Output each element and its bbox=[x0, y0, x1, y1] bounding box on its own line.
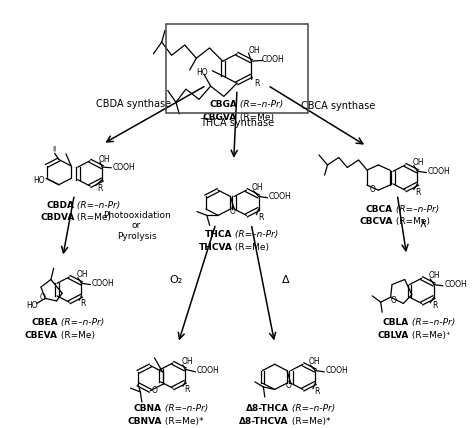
Text: (R=–n-Pr): (R=–n-Pr) bbox=[392, 205, 439, 214]
Text: (R=–n-Pr): (R=–n-Pr) bbox=[162, 404, 208, 413]
Text: COOH: COOH bbox=[92, 279, 115, 288]
Text: OH: OH bbox=[428, 271, 440, 280]
Text: COOH: COOH bbox=[444, 280, 467, 289]
Text: (R=Me)⁺: (R=Me)⁺ bbox=[409, 331, 451, 340]
Text: (R=Me): (R=Me) bbox=[237, 113, 274, 122]
Text: OH: OH bbox=[98, 155, 110, 164]
Text: Photooxidation
or
Pyrolysis: Photooxidation or Pyrolysis bbox=[103, 211, 171, 241]
Text: OH: OH bbox=[309, 357, 320, 366]
Text: R: R bbox=[415, 188, 420, 197]
Text: ||: || bbox=[53, 146, 57, 151]
Text: (R=–n-Pr): (R=–n-Pr) bbox=[237, 100, 283, 109]
Text: HO: HO bbox=[33, 176, 45, 185]
Text: COOH: COOH bbox=[112, 163, 135, 172]
Text: Δ8-THCA: Δ8-THCA bbox=[246, 404, 289, 413]
Text: COOH: COOH bbox=[197, 366, 219, 375]
Text: CBDVA: CBDVA bbox=[40, 213, 74, 222]
Text: COOH: COOH bbox=[326, 366, 348, 375]
Text: CBNA: CBNA bbox=[134, 404, 162, 413]
Text: (R=Me): (R=Me) bbox=[58, 331, 95, 340]
Text: CBDA: CBDA bbox=[46, 201, 74, 210]
Text: THCA synthase: THCA synthase bbox=[200, 118, 274, 128]
Text: CBLA: CBLA bbox=[383, 318, 409, 327]
Text: λ: λ bbox=[419, 219, 426, 229]
Text: (R=Me)*: (R=Me)* bbox=[289, 417, 330, 426]
Text: (R=–n-Pr): (R=–n-Pr) bbox=[74, 201, 121, 210]
Text: R: R bbox=[81, 299, 86, 308]
Text: R: R bbox=[314, 387, 320, 396]
Text: O: O bbox=[370, 185, 376, 194]
Text: HO: HO bbox=[27, 301, 38, 310]
Text: CBEVA: CBEVA bbox=[25, 331, 58, 340]
Text: CBCA synthase: CBCA synthase bbox=[301, 101, 375, 111]
Text: (R=Me): (R=Me) bbox=[232, 243, 269, 252]
Text: Δ: Δ bbox=[282, 275, 290, 285]
Text: COOH: COOH bbox=[428, 167, 450, 176]
Text: (R=Me): (R=Me) bbox=[74, 213, 111, 222]
Text: (R=–n-Pr): (R=–n-Pr) bbox=[232, 230, 279, 239]
Text: (R=–n-Pr): (R=–n-Pr) bbox=[409, 318, 455, 327]
Text: O₂: O₂ bbox=[170, 275, 183, 285]
Text: OH: OH bbox=[252, 183, 264, 192]
Text: R: R bbox=[184, 385, 190, 394]
Text: (R=–n-Pr): (R=–n-Pr) bbox=[289, 404, 335, 413]
Text: O: O bbox=[152, 386, 157, 395]
Text: OH: OH bbox=[412, 158, 424, 167]
Text: THCVA: THCVA bbox=[199, 243, 232, 252]
Text: (R=–n-Pr): (R=–n-Pr) bbox=[58, 318, 104, 327]
Text: Δ8-THCVA: Δ8-THCVA bbox=[239, 417, 289, 426]
Text: COOH: COOH bbox=[269, 192, 292, 201]
Text: CBGVA: CBGVA bbox=[203, 113, 237, 122]
Text: O: O bbox=[39, 293, 46, 302]
Text: R: R bbox=[432, 301, 437, 310]
Text: OH: OH bbox=[248, 46, 260, 55]
Text: CBDA synthase: CBDA synthase bbox=[96, 99, 171, 109]
Text: COOH: COOH bbox=[262, 55, 285, 64]
Text: CBLVA: CBLVA bbox=[378, 331, 409, 340]
Text: (R=Me): (R=Me) bbox=[392, 217, 429, 226]
Text: O: O bbox=[229, 207, 235, 216]
Text: R: R bbox=[258, 214, 263, 223]
Text: OH: OH bbox=[181, 357, 193, 366]
Text: O: O bbox=[391, 297, 396, 306]
Text: CBEA: CBEA bbox=[31, 318, 58, 327]
Text: O: O bbox=[286, 381, 292, 390]
Text: (R=Me)*: (R=Me)* bbox=[162, 417, 203, 426]
Text: OH: OH bbox=[76, 270, 88, 279]
Text: CBCVA: CBCVA bbox=[359, 217, 392, 226]
Text: CBGA: CBGA bbox=[209, 100, 237, 109]
Text: R: R bbox=[97, 184, 102, 193]
Text: CBCA: CBCA bbox=[365, 205, 392, 214]
Text: HO: HO bbox=[197, 68, 208, 77]
Text: THCA: THCA bbox=[205, 230, 232, 239]
Text: CBNVA: CBNVA bbox=[127, 417, 162, 426]
Text: R: R bbox=[254, 79, 259, 88]
